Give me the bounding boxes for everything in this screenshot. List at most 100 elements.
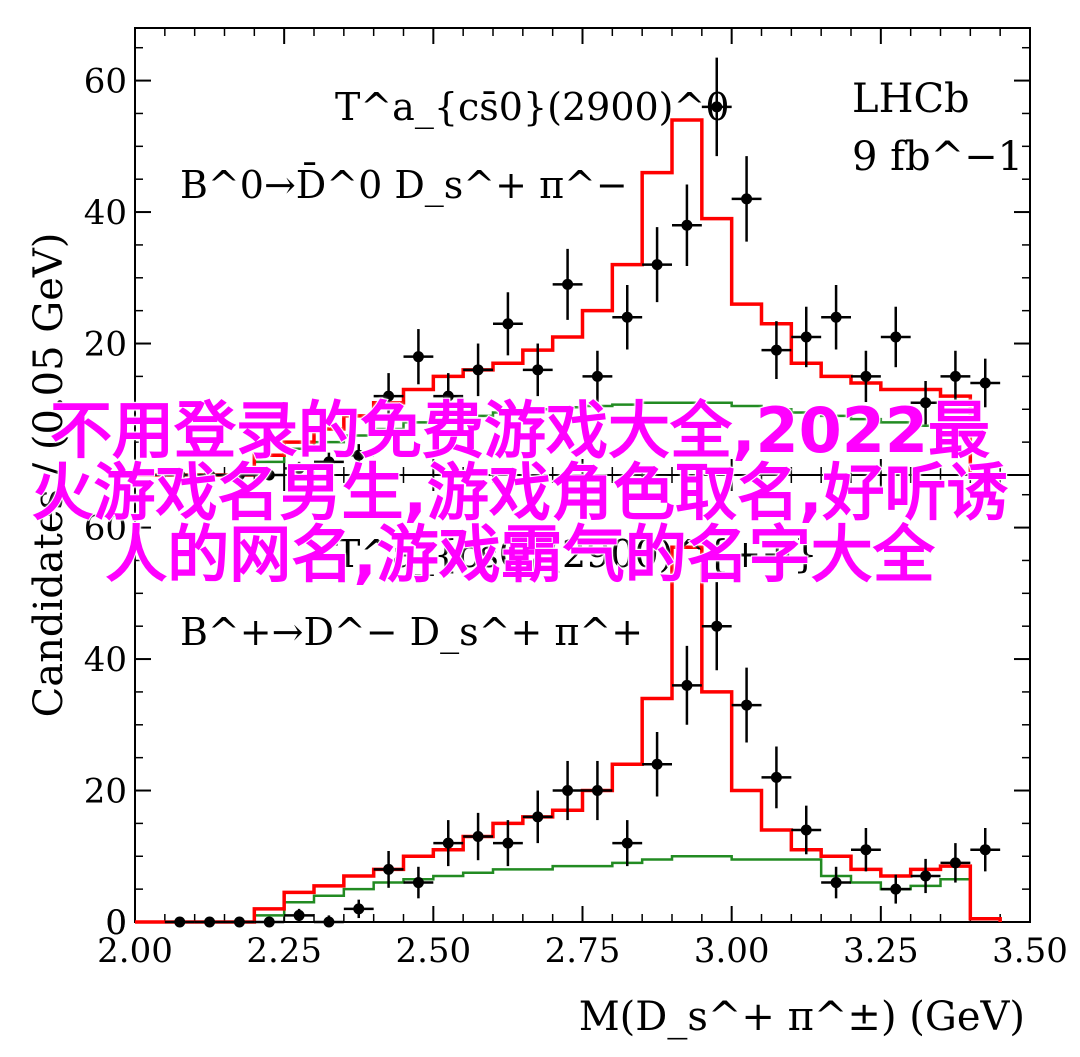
marker xyxy=(681,679,693,691)
top-annotation-state: T^a_{cs̄0}(2900)^0 xyxy=(335,85,730,130)
x-tick-labels: 2.00 2.25 2.50 2.75 3.00 3.25 3.50 0 xyxy=(97,903,1068,971)
x-axis-label: M(D_s^+ π^±) (GeV) xyxy=(579,994,1025,1040)
top-data-point xyxy=(552,248,583,320)
bottom-y-tick-label: 20 xyxy=(84,772,127,812)
marker xyxy=(502,318,514,330)
top-data-point xyxy=(910,380,941,425)
marker xyxy=(383,390,395,402)
marker xyxy=(830,311,842,323)
marker xyxy=(979,844,991,856)
top-data-point xyxy=(880,306,911,368)
marker xyxy=(204,916,216,928)
marker xyxy=(174,916,186,928)
bottom-annotation-decay: B^+→D^− D_s^+ π^+ xyxy=(180,610,643,655)
marker xyxy=(412,351,424,363)
x-tick-label: 3.25 xyxy=(843,931,919,971)
bottom-panel-data-points xyxy=(164,582,1001,928)
marker xyxy=(860,844,872,856)
marker xyxy=(890,883,902,895)
marker xyxy=(920,397,932,409)
top-data-point xyxy=(463,343,493,397)
bottom-data-point xyxy=(373,851,404,888)
bottom-y-zero-label: 0 xyxy=(105,903,127,943)
bottom-data-point xyxy=(761,746,792,809)
experiment-label: LHCb xyxy=(852,76,970,122)
marker xyxy=(949,857,961,869)
marker xyxy=(651,758,663,770)
marker xyxy=(920,870,932,882)
bottom-data-point xyxy=(254,916,285,928)
marker xyxy=(681,219,693,231)
marker xyxy=(860,370,872,382)
top-panel-data-points xyxy=(164,57,1001,481)
top-data-point xyxy=(851,350,881,403)
top-data-point xyxy=(761,321,792,380)
bottom-data-point xyxy=(194,916,225,928)
marker xyxy=(621,311,633,323)
marker xyxy=(949,370,961,382)
bottom-panel-histograms xyxy=(135,545,1002,924)
top-histogram-background xyxy=(135,401,1001,477)
marker xyxy=(830,877,842,889)
top-annotation-decay: B^0→D̄^0 D_s^+ π^− xyxy=(180,163,628,208)
top-data-point xyxy=(970,358,1001,408)
bottom-data-point xyxy=(522,790,553,844)
marker xyxy=(979,377,991,389)
marker xyxy=(741,699,753,711)
marker xyxy=(293,462,305,474)
bottom-y-tick-label: 40 xyxy=(84,640,127,680)
bottom-data-point xyxy=(672,645,702,725)
top-data-point xyxy=(403,329,434,385)
bottom-data-point xyxy=(791,805,822,855)
x-tick-label: 2.25 xyxy=(246,931,322,971)
bottom-data-point xyxy=(940,843,971,883)
top-data-point xyxy=(314,452,344,472)
top-data-point xyxy=(731,156,762,242)
bottom-data-point xyxy=(851,827,881,872)
bottom-data-point xyxy=(731,667,762,743)
marker xyxy=(800,331,812,343)
bottom-y-tick-label: 0 xyxy=(105,903,127,943)
bottom-data-point xyxy=(701,582,732,671)
x-tick-label: 2.75 xyxy=(545,931,621,971)
bottom-data-point xyxy=(821,866,851,899)
marker xyxy=(353,449,365,461)
top-data-point xyxy=(433,373,464,420)
bottom-data-point xyxy=(164,916,195,928)
marker xyxy=(442,390,454,402)
marker xyxy=(502,837,514,849)
top-data-point xyxy=(701,57,732,157)
top-data-point xyxy=(672,184,702,266)
top-data-point xyxy=(642,227,672,303)
marker xyxy=(890,331,902,343)
x-tick-label: 3.50 xyxy=(992,931,1068,971)
marker xyxy=(562,785,574,797)
top-data-point xyxy=(582,350,613,403)
bottom-data-point xyxy=(970,827,1001,872)
marker xyxy=(442,837,454,849)
bottom-data-point xyxy=(910,858,941,894)
marker xyxy=(711,620,723,632)
marker xyxy=(323,456,335,468)
marker xyxy=(472,831,484,843)
marker xyxy=(532,364,544,376)
marker xyxy=(532,811,544,823)
bottom-panel-ticks: 0 20 40 60 xyxy=(84,475,1031,943)
top-panel-ticks: 20 40 60 xyxy=(84,28,1031,476)
bottom-data-point xyxy=(582,760,613,821)
marker xyxy=(591,785,603,797)
top-data-point xyxy=(612,285,643,350)
marker xyxy=(383,863,395,875)
bottom-data-point xyxy=(552,760,583,821)
marker xyxy=(800,824,812,836)
bottom-data-point xyxy=(493,820,523,867)
top-y-tick-label: 60 xyxy=(84,62,127,102)
bottom-data-point xyxy=(880,874,911,904)
top-data-point xyxy=(522,343,553,397)
bottom-data-point xyxy=(224,916,255,928)
top-data-point xyxy=(493,292,523,356)
bottom-data-point xyxy=(463,812,493,861)
marker xyxy=(770,344,782,356)
y-axis-label: Candidates / (0.05 GeV) xyxy=(26,233,72,718)
top-data-point xyxy=(343,444,374,467)
